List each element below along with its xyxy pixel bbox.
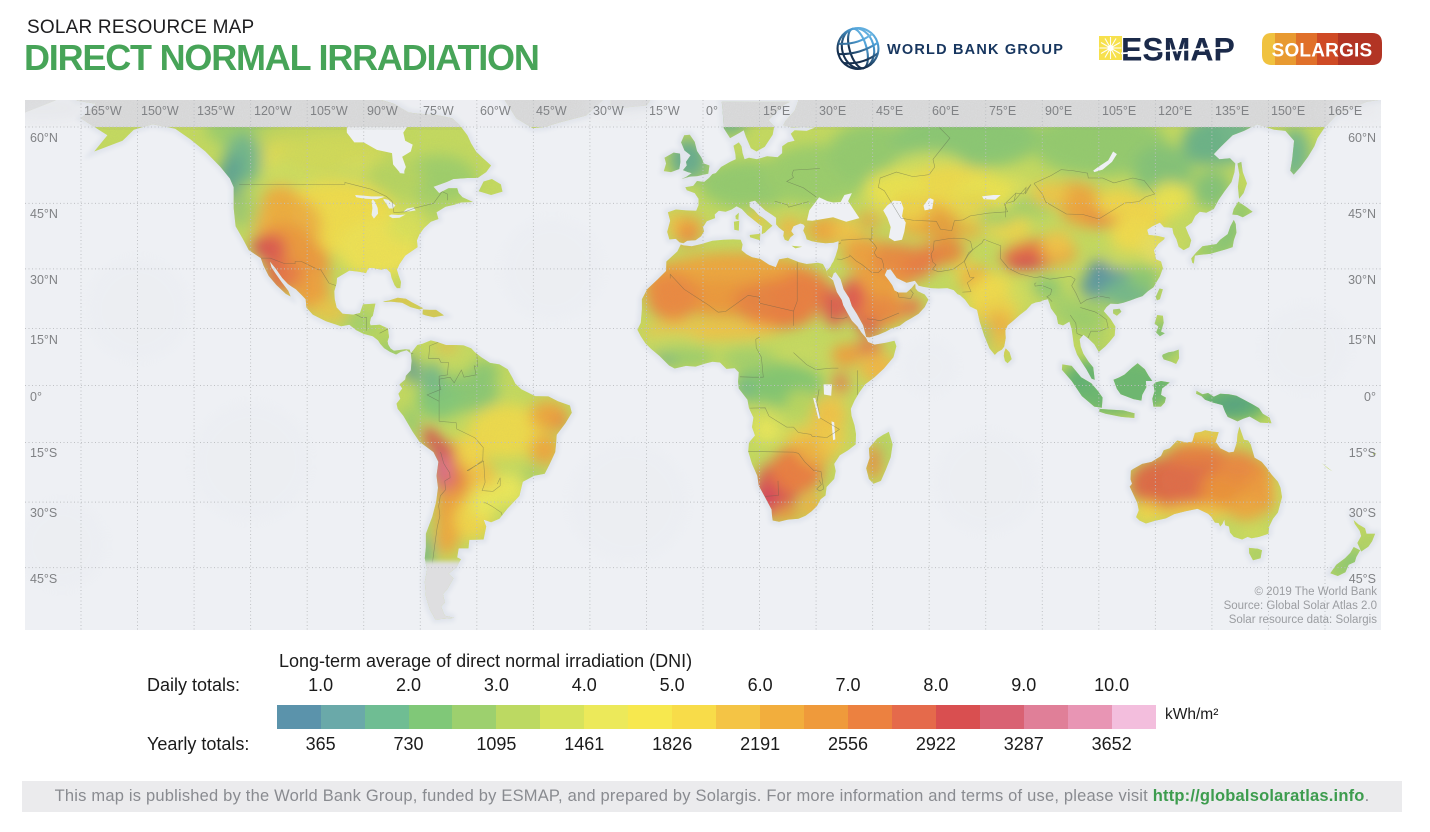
svg-text:105°W: 105°W [310, 104, 348, 118]
svg-text:45°S: 45°S [1349, 572, 1376, 586]
svg-text:120°W: 120°W [254, 104, 292, 118]
svg-text:SOLARGIS: SOLARGIS [1272, 41, 1373, 62]
svg-text:15°S: 15°S [1349, 446, 1376, 460]
svg-text:60°E: 60°E [932, 104, 959, 118]
svg-text:15°S: 15°S [30, 446, 57, 460]
svg-text:0°: 0° [30, 390, 42, 404]
svg-text:15°E: 15°E [763, 104, 790, 118]
svg-text:120°E: 120°E [1158, 104, 1192, 118]
svg-text:© 2019 The World Bank: © 2019 The World Bank [1255, 586, 1378, 598]
svg-text:150°W: 150°W [141, 104, 179, 118]
svg-text:WORLD BANK GROUP: WORLD BANK GROUP [887, 42, 1064, 58]
svg-text:15°N: 15°N [30, 333, 58, 347]
svg-text:45°E: 45°E [876, 104, 903, 118]
svg-text:Solar resource data: Solargis: Solar resource data: Solargis [1229, 614, 1378, 626]
svg-text:90°W: 90°W [367, 104, 398, 118]
svg-text:30°S: 30°S [1349, 506, 1376, 520]
svg-text:0°: 0° [1364, 390, 1376, 404]
svg-text:30°E: 30°E [819, 104, 846, 118]
svg-text:30°W: 30°W [593, 104, 624, 118]
svg-text:15°N: 15°N [1348, 333, 1376, 347]
svg-text:135°E: 135°E [1215, 104, 1249, 118]
svg-text:0°: 0° [706, 104, 718, 118]
svg-text:60°N: 60°N [1348, 131, 1376, 145]
svg-text:60°W: 60°W [480, 104, 511, 118]
svg-text:30°S: 30°S [30, 506, 57, 520]
svg-text:150°E: 150°E [1271, 104, 1305, 118]
svg-text:30°N: 30°N [1348, 273, 1376, 287]
svg-text:45°N: 45°N [30, 207, 58, 221]
svg-text:75°E: 75°E [989, 104, 1016, 118]
svg-text:60°N: 60°N [30, 131, 58, 145]
svg-text:15°W: 15°W [649, 104, 680, 118]
svg-text:Source: Global Solar Atlas 2.0: Source: Global Solar Atlas 2.0 [1224, 600, 1377, 612]
svg-text:45°N: 45°N [1348, 207, 1376, 221]
svg-text:105°E: 105°E [1102, 104, 1136, 118]
svg-text:30°N: 30°N [30, 273, 58, 287]
svg-text:165°E: 165°E [1328, 104, 1362, 118]
svg-text:45°W: 45°W [536, 104, 567, 118]
svg-text:165°W: 165°W [84, 104, 122, 118]
svg-text:90°E: 90°E [1045, 104, 1072, 118]
svg-text:135°W: 135°W [197, 104, 235, 118]
svg-text:75°W: 75°W [423, 104, 454, 118]
svg-text:45°S: 45°S [30, 572, 57, 586]
